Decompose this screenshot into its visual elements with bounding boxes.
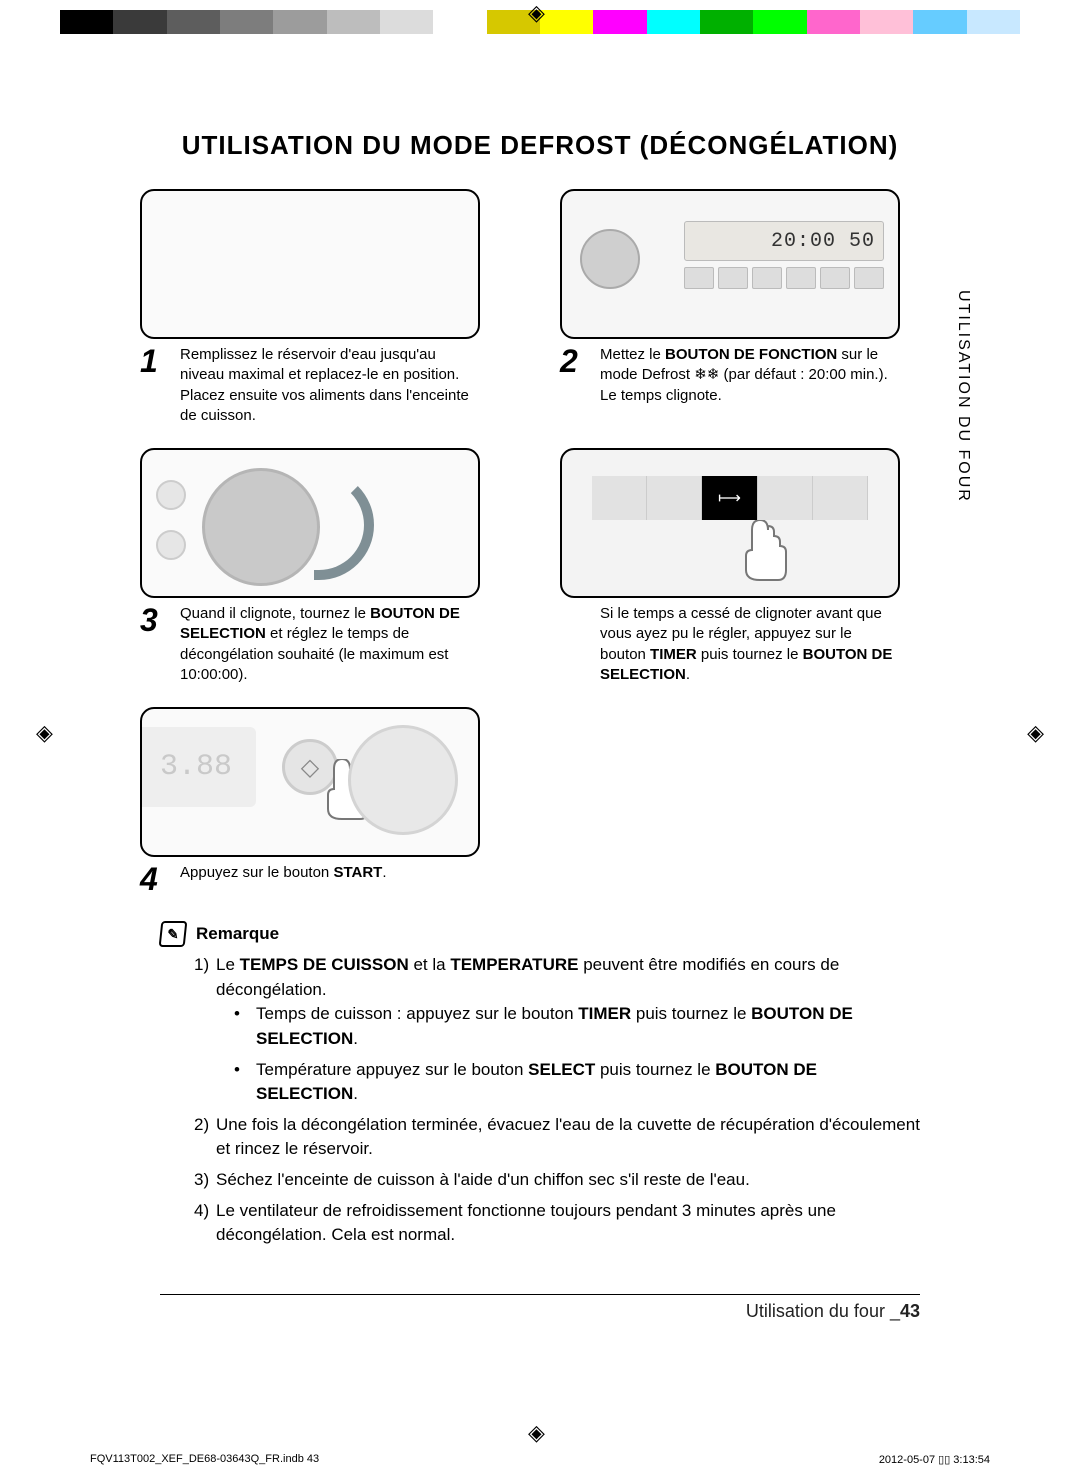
illustration-step-2: 20:00 50 (560, 189, 900, 339)
row-2: 3 Quand il clignote, tournez le BOUTON D… (80, 448, 1000, 685)
step-3-number: 3 (140, 604, 170, 685)
illustration-timer-note: ⟼ (560, 448, 900, 598)
step-1: 1 Remplissez le réservoir d'eau jusqu'au… (140, 345, 480, 426)
hand-pointer-icon (722, 520, 812, 590)
remark-item-3: Séchez l'enceinte de cuisson à l'aide d'… (194, 1168, 920, 1193)
touch-panel-row: ⟼ (592, 476, 868, 520)
step-2-number: 2 (560, 345, 590, 406)
step-1-number: 1 (140, 345, 170, 426)
remark-sublist: Temps de cuisson : appuyez sur le bouton… (234, 1002, 920, 1107)
step-4-number: 4 (140, 863, 170, 895)
registration-mark-right: ◈ (1027, 720, 1044, 746)
step-timer-note: Si le temps a cessé de clignoter avant q… (560, 604, 900, 685)
step-2-text: Mettez le BOUTON DE FONCTION sur le mode… (600, 345, 900, 406)
step-2: 2 Mettez le BOUTON DE FONCTION sur le mo… (560, 345, 900, 406)
step-1-text: Remplissez le réservoir d'eau jusqu'au n… (180, 345, 480, 426)
step-4-text: Appuyez sur le bouton START. (180, 863, 480, 895)
timer-icon: ⟼ (702, 476, 757, 520)
page-body: UTILISATION DU MODE DEFROST (DÉCONGÉLATI… (80, 60, 1000, 1420)
step-3: 3 Quand il clignote, tournez le BOUTON D… (140, 604, 480, 685)
page-title: UTILISATION DU MODE DEFROST (DÉCONGÉLATI… (80, 130, 1000, 161)
step-3-text: Quand il clignote, tournez le BOUTON DE … (180, 604, 480, 685)
illustration-step-3 (140, 448, 480, 598)
function-dial-graphic (580, 229, 640, 289)
selection-dial-graphic (202, 468, 320, 586)
remark-item-4: Le ventilateur de refroidissement foncti… (194, 1199, 920, 1248)
row-3: 3.88 ◇ 4 Appuyez sur le bouton START. (80, 707, 1000, 895)
step-4: 4 Appuyez sur le bouton START. (140, 863, 480, 895)
remark-item-2: Une fois la décongélation terminée, évac… (194, 1113, 920, 1162)
right-dial-graphic (348, 725, 458, 835)
remark-list: Le TEMPS DE CUISSON et la TEMPERATURE pe… (194, 953, 920, 1248)
remark-section: ✎ Remarque Le TEMPS DE CUISSON et la TEM… (80, 921, 1000, 1248)
illustration-step-4: 3.88 ◇ (140, 707, 480, 857)
control-button-row (684, 267, 884, 289)
display-readout: 20:00 50 (684, 221, 884, 261)
note-icon: ✎ (159, 921, 188, 947)
row-1: 1 Remplissez le réservoir d'eau jusqu'au… (80, 189, 1000, 426)
remark-sub-2: Température appuyez sur le bouton SELECT… (234, 1058, 920, 1107)
timer-note-text: Si le temps a cessé de clignoter avant q… (600, 604, 900, 685)
footer-section-label: Utilisation du four _43 (160, 1294, 920, 1322)
illustration-step-1 (140, 189, 480, 339)
side-tab-label: UTILISATION DU FOUR (954, 290, 972, 503)
print-timestamp: 2012-05-07 ▯▯ 3:13:54 (879, 1453, 990, 1466)
remark-label: Remarque (196, 922, 279, 947)
registration-mark-bottom: ◈ (528, 1420, 545, 1446)
rotation-arrow (314, 470, 374, 580)
small-dials (156, 480, 192, 580)
remark-item-1: Le TEMPS DE CUISSON et la TEMPERATURE pe… (194, 953, 920, 1107)
registration-mark-left: ◈ (36, 720, 53, 746)
print-footer-meta: FQV113T002_XEF_DE68-03643Q_FR.indb 43 20… (0, 1453, 1080, 1466)
remark-sub-1: Temps de cuisson : appuyez sur le bouton… (234, 1002, 920, 1051)
weight-display: 3.88 (140, 727, 256, 807)
registration-mark-top: ◈ (528, 0, 545, 26)
remark-heading: ✎ Remarque (160, 921, 920, 947)
source-filename: FQV113T002_XEF_DE68-03643Q_FR.indb 43 (90, 1453, 319, 1466)
